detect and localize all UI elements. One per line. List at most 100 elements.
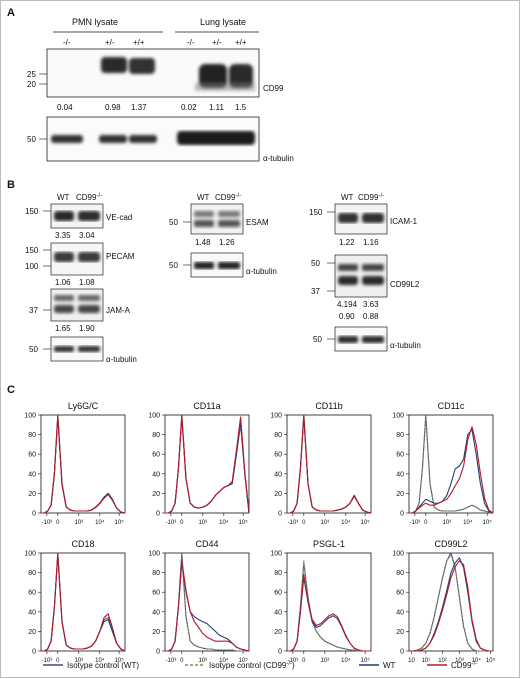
y-tick-label: 20 [274,491,282,498]
x-tick-label: -10³ [166,520,177,526]
histogram-frame [40,414,126,514]
mw-marker: 100 [25,262,39,271]
mw-marker: 50 [313,335,322,344]
y-tick-label: 20 [28,491,36,498]
vecad-band [54,211,74,221]
vecad-bands [54,211,100,221]
histogram-series [287,414,372,514]
pecam-label: PECAM [106,252,135,261]
y-tick-label: 0 [278,649,282,656]
x-tick-label: 0 [56,658,60,664]
x-tick-label: 10⁴ [341,657,351,664]
pecam-band [54,252,74,262]
mw-marker: 150 [25,246,39,255]
x-tick-label: 10⁵ [361,657,371,664]
histogram-series [41,554,126,652]
x-tick-label: 10⁴ [341,519,351,526]
esam-bands [194,211,240,227]
genotype-label: +/- [105,38,115,47]
x-tick-label: 10⁵ [239,519,249,526]
cd99l2-band [362,276,384,285]
legend-label: Isotype control (CD99-/-) [209,661,295,670]
x-tick-label: 0 [302,520,306,526]
x-tick-label: 10⁵ [239,657,249,664]
tubulin-label: α-tubulin [263,154,294,163]
mw-marker: 50 [27,135,36,144]
quant-value: 1.08 [79,278,95,287]
tubulin-band [194,262,214,269]
genotype-label: +/- [212,38,222,47]
x-tick-label: -10³ [42,520,53,526]
histogram-series [41,552,126,652]
x-tick-label: 10² [438,658,447,664]
y-tick-label: 100 [24,551,36,558]
tubulin-band [78,346,100,352]
histogram-title: CD44 [195,539,218,549]
histogram-series [165,552,249,652]
x-tick-label: 10¹ [421,658,430,664]
quant-value: 3.63 [363,300,379,309]
x-tick-label: -10³ [42,658,53,664]
genotype-label: -/- [63,38,71,47]
quant-value: 1.06 [55,278,71,287]
tubulin-band [99,135,127,143]
x-tick-label: 10⁴ [95,657,105,664]
jama-bands [54,295,100,313]
cd99-label: CD99 [263,84,284,93]
histogram-frame [286,552,372,652]
cd99-band [129,58,155,74]
y-tick-label: 20 [396,491,404,498]
x-tick-label: 0 [180,520,184,526]
x-tick-label: 10³ [74,520,83,526]
histogram-series [287,416,372,514]
x-tick-label: 10⁵ [115,519,125,526]
x-tick-label: 10³ [320,520,329,526]
cd99-band [229,64,253,88]
x-tick-label: -10³ [288,520,299,526]
mw-marker: 150 [25,207,39,216]
quant-value: 1.90 [79,324,95,333]
y-tick-label: 80 [274,570,282,577]
tubulin-bands-b1 [54,346,100,352]
histogram-title: CD99L2 [434,539,467,549]
y-tick-label: 0 [156,511,160,518]
histogram-title: PSGL-1 [313,539,345,549]
histogram-panel: CD99L2 0 20 40 60 80 100 10 10¹ 10² 10³ 10⁴ 10⁵ [392,539,495,664]
histogram-series [409,554,493,652]
histogram-frame [40,552,126,652]
x-tick-label: 10³ [320,658,329,664]
quant-value: 3.04 [79,231,95,240]
cd99l2-band [362,264,384,271]
icam-band [338,213,358,223]
histogram-series [287,415,372,514]
wt-header: WT [197,193,210,202]
jama-band [54,305,74,313]
histogram-series [41,553,126,652]
y-tick-label: 40 [396,471,404,478]
histogram-series [409,414,494,514]
y-tick-label: 40 [152,609,160,616]
histogram-series [409,414,494,514]
y-tick-label: 20 [152,491,160,498]
y-tick-label: 100 [148,413,160,420]
mw-marker: 37 [29,306,38,315]
histogram-series [41,552,126,652]
y-tick-label: 100 [24,413,36,420]
cd99-bands [101,57,255,91]
tubulin-label: α-tubulin [106,355,137,364]
x-tick-label: 10⁴ [95,519,105,526]
histogram-series [165,560,250,652]
jama-band [78,305,100,313]
y-tick-label: 80 [274,432,282,439]
tubulin-band [129,135,157,143]
histogram-series [41,415,126,514]
y-tick-label: 100 [270,551,282,558]
y-tick-label: 0 [32,649,36,656]
quant-value: 4.194 [337,300,358,309]
quant-value: 1.65 [55,324,71,333]
